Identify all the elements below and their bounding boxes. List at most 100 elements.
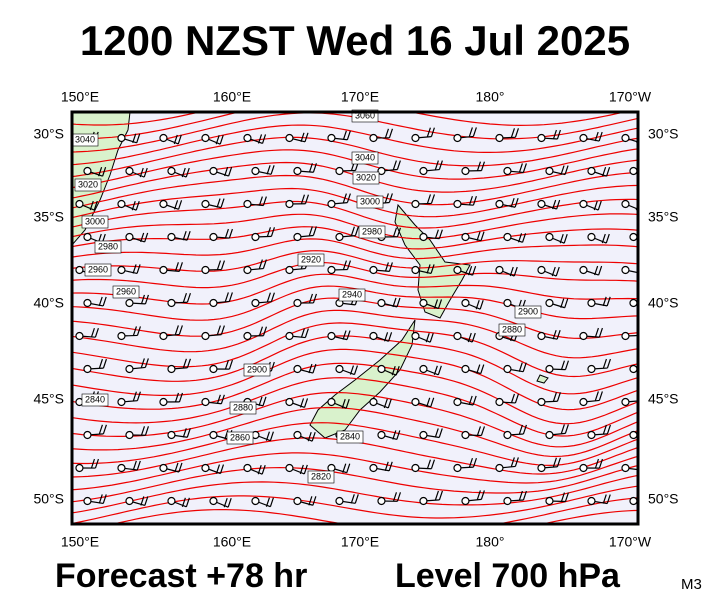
contour-label-box: [81, 393, 109, 407]
barb-feather: [354, 494, 359, 504]
contour-label-box: [498, 323, 526, 337]
barb-station: [201, 463, 210, 473]
contour-line: [72, 485, 638, 524]
barb-station: [419, 364, 428, 374]
barb-station: [159, 463, 168, 473]
barb-feather: [308, 226, 313, 236]
barb-feather: [598, 391, 603, 401]
barb-station: [545, 298, 554, 308]
model-name: M3: [681, 576, 702, 593]
barb-station: [621, 265, 630, 275]
barb-station: [369, 331, 378, 341]
barb-feather: [353, 365, 359, 375]
barb-station: [495, 397, 504, 407]
contour-label: 2840: [85, 394, 105, 404]
barb-feather: [102, 494, 107, 504]
barb-feather: [346, 260, 352, 270]
barb-feather: [518, 424, 523, 435]
barb-station: [579, 331, 588, 341]
barb-feather: [560, 298, 565, 308]
lon-label-top: 180°: [476, 89, 505, 105]
barb-station: [251, 166, 260, 176]
barb-feather: [216, 260, 222, 270]
barb-station: [209, 166, 218, 176]
barb-feather: [140, 496, 145, 506]
barb-feather: [563, 233, 568, 244]
barb-feather: [480, 364, 485, 374]
barb-feather: [350, 494, 355, 504]
barb-feather: [480, 161, 486, 171]
barb-station: [117, 133, 126, 143]
barb-feather: [480, 231, 485, 241]
barb-feather: [649, 426, 652, 435]
barb-station: [537, 331, 546, 341]
barb-station: [117, 397, 126, 407]
barb-feather: [177, 134, 182, 145]
contour-label-box: [338, 288, 366, 302]
barb-feather: [645, 358, 648, 367]
barb-station: [285, 463, 294, 473]
barb-feather: [143, 167, 148, 178]
barb-feather: [472, 265, 477, 276]
barb-feather: [132, 391, 137, 401]
barb-feather: [602, 167, 607, 177]
barb-station: [621, 463, 630, 473]
barb-station: [75, 199, 84, 209]
barb-feather: [102, 166, 107, 177]
barb-feather: [517, 233, 523, 243]
map-title: 1200 NZST Wed 16 Jul 2025: [80, 17, 630, 64]
barb-feather: [299, 398, 305, 408]
lat-label-right: 45°S: [648, 391, 679, 407]
barb-station: [209, 298, 218, 308]
barb-feather: [426, 459, 432, 469]
barb-feather: [602, 358, 607, 369]
contour-line: [72, 124, 638, 166]
barb-feather: [606, 167, 611, 177]
barb-station: [419, 166, 428, 176]
barb-station: [453, 199, 462, 209]
barb-feather: [312, 363, 317, 374]
contour-label: 2820: [311, 471, 331, 481]
barb-feather: [521, 233, 527, 243]
barb-feather: [514, 393, 519, 404]
barb-station: [495, 199, 504, 209]
barb-station: [125, 232, 134, 242]
barb-feather: [560, 492, 566, 502]
contour-line: [72, 184, 638, 219]
barb-station: [587, 496, 596, 506]
barb-station: [545, 232, 554, 242]
barb-station: [327, 331, 336, 341]
barb-station: [587, 298, 596, 308]
barb-feather: [265, 431, 270, 441]
lon-label-bottom: 170°W: [609, 534, 652, 550]
contour-label-box: [74, 178, 102, 192]
barb-station: [621, 133, 630, 143]
barb-station: [453, 331, 462, 341]
barb-feather: [135, 200, 140, 211]
barb-feather: [342, 330, 347, 340]
barb-feather: [597, 200, 602, 211]
barb-feather: [476, 231, 481, 241]
barb-feather: [178, 392, 184, 403]
barb-feather: [173, 134, 178, 145]
barb-feather: [258, 326, 264, 336]
barb-feather: [342, 193, 347, 203]
barb-station: [159, 397, 168, 407]
barb-feather: [345, 398, 350, 409]
lon-label-top: 150°E: [61, 89, 99, 105]
barb-feather: [388, 262, 393, 272]
barb-feather: [384, 193, 389, 203]
lon-label-bottom: 170°E: [341, 534, 379, 550]
barb-feather: [174, 462, 179, 473]
barb-feather: [594, 131, 599, 142]
barb-feather: [185, 497, 190, 507]
barb-feather: [649, 358, 652, 367]
contour-line: [72, 309, 638, 359]
barb-feather: [262, 396, 267, 406]
barb-feather: [304, 194, 310, 204]
barb-station: [621, 331, 630, 341]
barb-feather: [467, 332, 472, 343]
barb-feather: [641, 461, 644, 470]
barb-feather: [98, 358, 103, 369]
barb-feather: [522, 424, 527, 435]
